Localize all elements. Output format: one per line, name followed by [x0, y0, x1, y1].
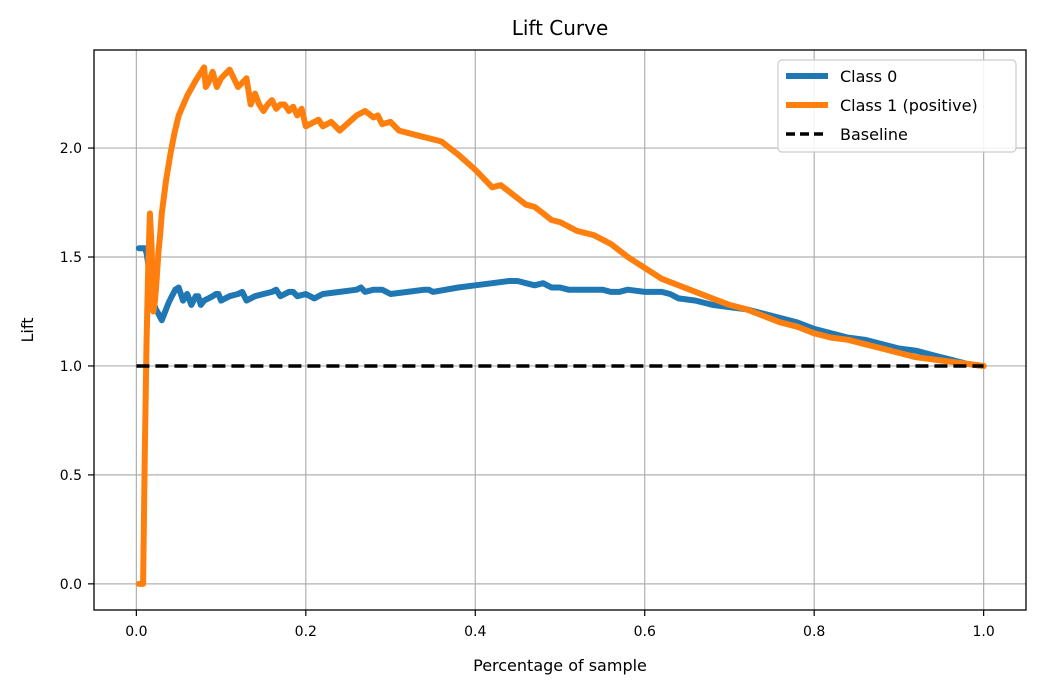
x-tick-label: 0.4 [464, 624, 486, 640]
plot-frame [93, 49, 1027, 611]
x-tick-label: 0.0 [125, 624, 147, 640]
x-tick-label: 0.8 [803, 624, 825, 640]
y-tick-label: 0.0 [60, 577, 82, 593]
y-tick-label: 1.5 [60, 250, 82, 266]
legend-box [777, 59, 1017, 153]
legend-label: Baseline [840, 125, 908, 144]
series-line-class-0 [135, 245, 987, 369]
y-tick-label: 2.0 [60, 141, 82, 157]
legend-label: Class 1 (positive) [840, 96, 978, 115]
x-tick-label: 1.0 [973, 624, 995, 640]
y-axis-label: Lift [18, 318, 37, 343]
chart-title: Lift Curve [512, 16, 609, 40]
legend: Class 0 Class 1 (positive) Baseline [777, 59, 1017, 153]
axis-ticks: 0.0 0.2 0.4 0.6 0.8 1.0 0.0 0.5 1.0 1.5 2.0 [60, 141, 995, 640]
x-axis-label: Percentage of sample [473, 656, 647, 675]
x-tick-label: 0.6 [634, 624, 656, 640]
y-tick-label: 0.5 [60, 468, 82, 484]
legend-label: Class 0 [840, 67, 897, 86]
x-tick-label: 0.2 [295, 624, 317, 640]
series-layer [135, 64, 987, 587]
series-line-class-1-positive [135, 64, 987, 587]
y-tick-label: 1.0 [60, 359, 82, 375]
